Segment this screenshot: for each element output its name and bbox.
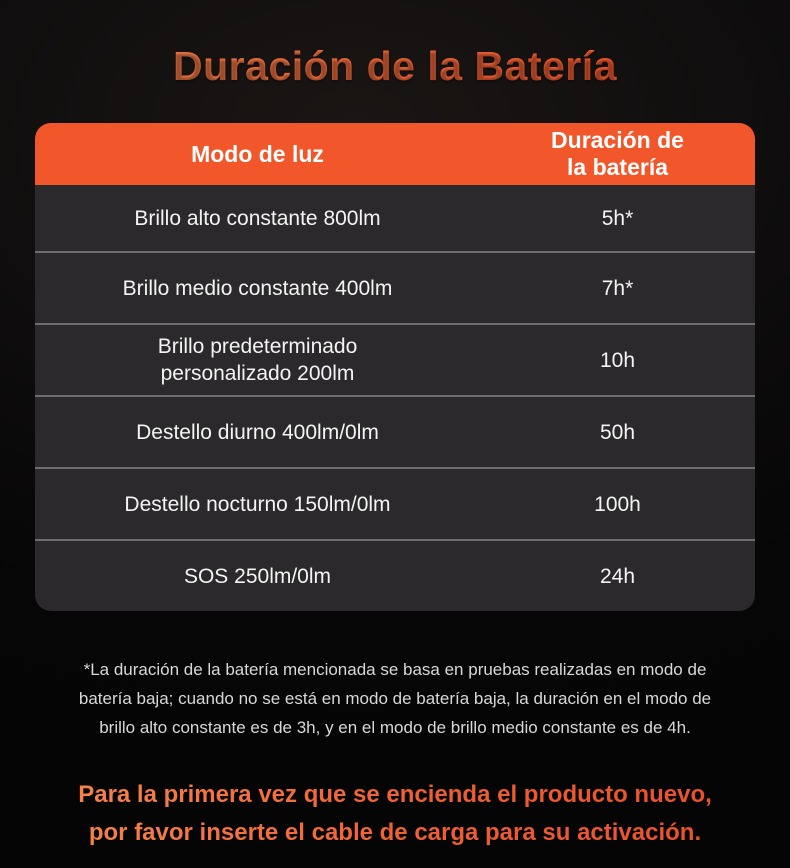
mode-cell: SOS 250lm/0lm — [35, 541, 480, 611]
mode-cell: Destello diurno 400lm/0lm — [35, 397, 480, 467]
duration-cell: 100h — [594, 492, 641, 516]
mode-label: Brillo alto constante 800lm — [134, 206, 381, 230]
table-row: Brillo medio constante 400lm 7h* — [35, 251, 755, 323]
mode-label: Brillo predeterminado personalizado 200l… — [157, 335, 358, 385]
duration-cell: 10h — [599, 348, 636, 372]
activation-notice-line: por favor inserte el cable de carga para… — [88, 819, 702, 846]
table-row: Destello diurno 400lm/0lm 50h — [35, 395, 755, 467]
table-row: SOS 250lm/0lm 24h — [35, 539, 755, 611]
column-header-battery-duration: Duración de la batería — [480, 123, 755, 185]
table-row: Brillo alto constante 800lm 5h* — [35, 185, 755, 251]
battery-duration-table: Modo de luz Duración de la batería Brill… — [35, 123, 755, 611]
footnote-line: *La duración de la batería mencionada se… — [83, 660, 707, 679]
table-row: Destello nocturno 150lm/0lm 100h — [35, 467, 755, 539]
duration-cell: 50h — [599, 420, 636, 444]
page-title: Duración de la Batería — [0, 0, 790, 91]
activation-notice: Para la primera vez que se encienda el p… — [0, 776, 790, 852]
battery-test-footnote: *La duración de la batería mencionada se… — [0, 655, 790, 742]
mode-cell: Destello nocturno 150lm/0lm — [35, 469, 480, 539]
duration-cell: 5h* — [601, 206, 634, 230]
table-header-row: Modo de luz Duración de la batería — [35, 123, 755, 185]
footnote-line: batería baja; cuando no se está en modo … — [78, 689, 712, 708]
table-row: Brillo predeterminado personalizado 200l… — [35, 323, 755, 395]
duration-cell: 7h* — [601, 276, 634, 300]
mode-cell: Brillo alto constante 800lm — [35, 185, 480, 251]
mode-label: Destello nocturno 150lm/0lm — [124, 492, 391, 516]
mode-cell: Brillo medio constante 400lm — [35, 253, 480, 323]
column-header-battery-duration-label: Duración de la batería — [551, 127, 684, 180]
column-header-light-mode-label: Modo de luz — [191, 140, 324, 167]
activation-notice-line: Para la primera vez que se encienda el p… — [78, 781, 712, 808]
duration-cell: 24h — [599, 564, 636, 588]
mode-cell: Brillo predeterminado personalizado 200l… — [35, 325, 480, 395]
mode-label: SOS 250lm/0lm — [183, 564, 332, 588]
footnote-line: brillo alto constante es de 3h, y en el … — [99, 718, 691, 737]
mode-label: Brillo medio constante 400lm — [122, 276, 393, 300]
column-header-light-mode: Modo de luz — [35, 123, 480, 185]
mode-label: Destello diurno 400lm/0lm — [136, 420, 379, 444]
